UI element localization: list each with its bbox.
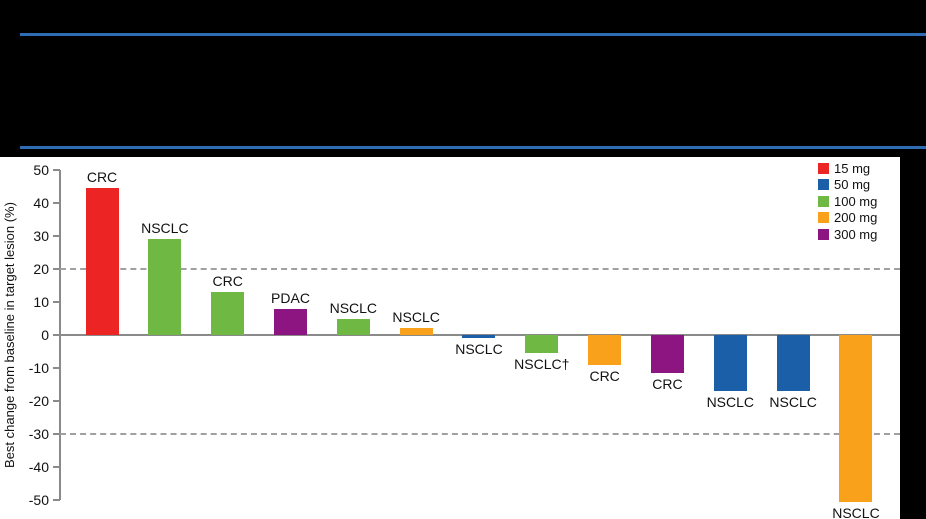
bar-6-nsclc-200mg: [399, 328, 433, 335]
legend-label-50mg: 50 mg: [834, 177, 871, 193]
legend-label-200mg: 200 mg: [834, 210, 878, 226]
legend-row-50mg: 50 mg: [818, 177, 877, 194]
bar-label-10: CRC: [652, 375, 683, 392]
legend-swatch-15mg: [818, 162, 829, 174]
bar-label-12: NSCLC: [769, 394, 817, 411]
refline-20: [60, 268, 900, 270]
legend-row-200mg: 200 mg: [818, 210, 877, 227]
bar-label-6: NSCLC: [392, 309, 440, 326]
y-tick-label-0: 0: [41, 327, 49, 343]
legend-label-15mg: 15 mg: [834, 160, 871, 176]
bar-label-8: NSCLC†: [514, 356, 570, 373]
bar-10-crc-300mg: [650, 335, 684, 373]
y-tick-label-50: 50: [33, 162, 49, 178]
bar-label-13: NSCLC: [832, 504, 880, 519]
bar-label-9: CRC: [589, 367, 620, 384]
bar-label-1: CRC: [86, 169, 118, 186]
y-tick--20: [53, 400, 60, 402]
y-tick--40: [53, 466, 60, 468]
y-tick-label-20: 20: [33, 261, 49, 277]
y-tick-label-30: 30: [33, 228, 49, 244]
bar-7-nsclc-50mg: [462, 335, 496, 339]
bar-5-nsclc-100mg: [336, 318, 370, 335]
header-rule-bottom: [20, 146, 926, 149]
y-tick--10: [53, 367, 60, 369]
y-tick-label--30: -30: [28, 426, 49, 442]
bar-4-pdac-300mg: [273, 308, 307, 335]
y-tick-label-40: 40: [33, 195, 49, 211]
y-tick-0: [53, 334, 60, 336]
y-tick-label--10: -10: [28, 360, 49, 376]
y-tick-label--50: -50: [28, 492, 49, 508]
bar-label-5: NSCLC: [329, 299, 378, 316]
y-tick-20: [53, 268, 60, 270]
bar-1-crc-15mg: [85, 188, 119, 335]
y-tick-10: [53, 301, 60, 303]
y-tick-30: [53, 235, 60, 237]
bar-9-crc-200mg: [588, 335, 622, 365]
y-tick--30: [53, 433, 60, 435]
bar-label-3: CRC: [212, 273, 243, 290]
bar-13-nsclc-200mg: [839, 335, 873, 502]
bar-2-nsclc-100mg: [148, 239, 182, 335]
legend-swatch-300mg: [818, 228, 829, 240]
y-tick-label-10: 10: [33, 294, 49, 310]
bar-3-crc-100mg: [211, 292, 245, 335]
bar-11-nsclc-50mg: [713, 335, 747, 392]
legend-swatch-100mg: [818, 195, 829, 207]
legend-label-100mg: 100 mg: [834, 193, 878, 209]
legend-row-300mg: 300 mg: [818, 226, 877, 243]
legend-label-300mg: 300 mg: [834, 226, 878, 242]
legend-row-15mg: 15 mg: [818, 160, 877, 177]
waterfall-chart-panel: Best change from baseline in target lesi…: [0, 157, 900, 519]
y-tick-label--20: -20: [28, 393, 49, 409]
legend-row-100mg: 100 mg: [818, 193, 877, 210]
y-tick-50: [53, 169, 60, 171]
header-rule-top: [20, 33, 926, 36]
bar-label-2: NSCLC: [141, 220, 189, 237]
bar-label-4: PDAC: [271, 289, 310, 306]
dose-legend: 15 mg 50 mg 100 mg 200 mg 300 mg: [818, 160, 877, 243]
bar-12-nsclc-50mg: [776, 335, 810, 392]
y-tick--50: [53, 499, 60, 501]
bar-label-11: NSCLC: [706, 394, 755, 411]
legend-swatch-50mg: [818, 179, 829, 191]
bar-label-7: NSCLC: [455, 341, 503, 358]
refline--30: [60, 433, 900, 435]
bar-8-nsclc-100mg: [525, 335, 559, 354]
y-tick-40: [53, 202, 60, 204]
legend-swatch-200mg: [818, 212, 829, 224]
y-tick-label--40: -40: [28, 459, 49, 475]
